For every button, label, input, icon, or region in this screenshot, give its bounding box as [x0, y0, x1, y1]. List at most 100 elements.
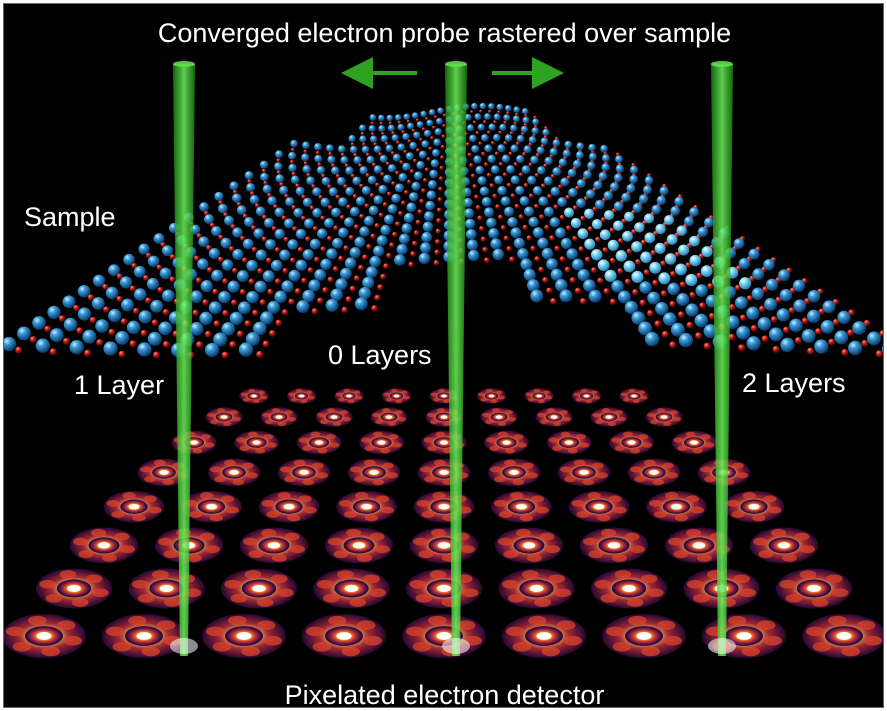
metal-atom [338, 197, 348, 207]
metal-atom [516, 134, 525, 143]
metal-atom [739, 277, 752, 290]
metal-atom [373, 195, 383, 205]
metal-atom [434, 128, 442, 136]
chalcogen-atom [535, 153, 540, 158]
metal-atom [158, 321, 172, 336]
metal-atom [792, 279, 806, 292]
metal-atom [601, 154, 610, 163]
diffraction-pattern [336, 490, 397, 523]
metal-atom [295, 186, 305, 196]
chalcogen-atom [728, 333, 736, 341]
metal-atom [549, 217, 560, 228]
chalcogen-atom [116, 295, 123, 303]
metal-atom [92, 274, 106, 287]
chalcogen-atom [364, 203, 370, 209]
metal-atom [526, 279, 540, 292]
chalcogen-atom [669, 341, 677, 349]
metal-atom [695, 284, 708, 297]
chalcogen-atom [343, 184, 348, 189]
chalcogen-atom [674, 251, 681, 258]
chalcogen-atom [498, 161, 503, 167]
chalcogen-atom [378, 152, 383, 156]
chalcogen-atom [279, 182, 284, 187]
metal-atom [103, 341, 118, 356]
metal-atom [246, 259, 258, 272]
metal-atom [227, 280, 240, 293]
chalcogen-atom [151, 319, 159, 326]
chalcogen-atom [409, 169, 415, 174]
metal-atom [624, 300, 638, 315]
chalcogen-atom [470, 173, 476, 178]
electron-beam [170, 61, 198, 656]
metal-atom [373, 165, 382, 174]
chalcogen-atom [291, 205, 297, 210]
chalcogen-atom [306, 172, 311, 178]
metal-atom [512, 115, 520, 123]
chalcogen-atom [583, 196, 589, 201]
metal-atom [670, 206, 680, 216]
metal-atom [262, 184, 272, 194]
metal-atom [365, 266, 378, 279]
chalcogen-atom [300, 215, 306, 221]
metal-atom [626, 183, 636, 193]
chalcogen-atom [338, 255, 344, 262]
chalcogen-atom [801, 317, 809, 325]
metal-atom [789, 318, 803, 333]
chalcogen-atom [497, 110, 501, 114]
metal-atom [47, 305, 61, 319]
metal-atom [368, 205, 379, 216]
metal-atom [466, 239, 479, 251]
chalcogen-atom [439, 165, 444, 170]
chalcogen-atom [565, 194, 571, 200]
metal-atom [520, 258, 533, 271]
chalcogen-atom [281, 215, 287, 221]
chalcogen-atom [145, 297, 152, 304]
metal-atom [598, 171, 608, 181]
metal-atom [651, 204, 662, 215]
chalcogen-atom [378, 212, 384, 218]
metal-atom [4, 336, 17, 352]
chalcogen-atom [503, 120, 507, 125]
metal-atom [531, 127, 539, 135]
chalcogen-atom [861, 339, 869, 347]
chalcogen-atom [374, 223, 380, 228]
metal-atom [218, 203, 228, 214]
metal-atom [568, 187, 578, 198]
chalcogen-atom [422, 177, 428, 183]
metal-atom [236, 205, 247, 215]
chalcogen-atom [196, 341, 203, 349]
metal-atom [126, 320, 141, 335]
chalcogen-atom [590, 267, 597, 274]
metal-atom [349, 247, 361, 259]
metal-atom [274, 290, 287, 304]
metal-atom [492, 248, 504, 261]
diffraction-pattern [645, 407, 683, 427]
metal-atom [302, 289, 315, 303]
metal-atom [500, 196, 511, 206]
chalcogen-atom [440, 144, 445, 149]
metal-atom [221, 259, 234, 271]
metal-atom [694, 313, 709, 328]
metal-atom [406, 202, 417, 213]
metal-atom [471, 144, 480, 153]
chalcogen-atom [558, 184, 563, 189]
chalcogen-atom [362, 142, 366, 147]
diffraction-pattern [103, 490, 165, 523]
chalcogen-atom [169, 254, 176, 260]
metal-atom [567, 168, 577, 178]
metal-atom [198, 236, 209, 248]
chalcogen-atom [643, 269, 650, 276]
metal-atom [408, 192, 419, 202]
chalcogen-atom [404, 190, 409, 195]
chalcogen-atom [746, 295, 753, 302]
chalcogen-atom [231, 299, 238, 306]
metal-atom [584, 238, 596, 250]
chalcogen-atom [772, 345, 780, 353]
metal-atom [577, 228, 589, 239]
chalcogen-atom [509, 256, 515, 263]
metal-atom [288, 163, 297, 173]
metal-atom [214, 191, 224, 202]
metal-atom [190, 290, 203, 303]
chalcogen-atom [503, 235, 509, 241]
chalcogen-atom [832, 318, 840, 326]
